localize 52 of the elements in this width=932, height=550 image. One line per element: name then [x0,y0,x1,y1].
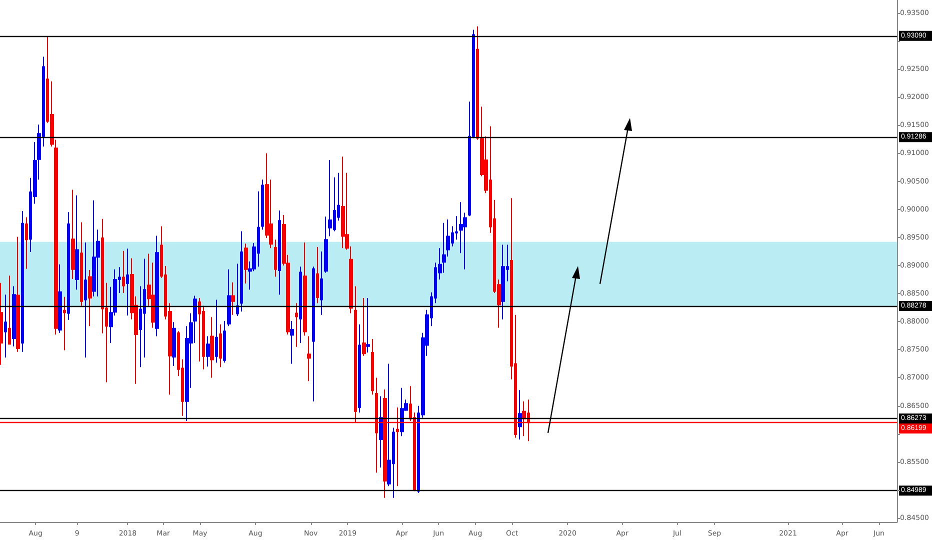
candlestick [316,246,319,304]
candlestick [358,324,361,414]
candlestick [84,242,87,358]
candlestick [320,250,323,316]
candlestick [67,212,70,320]
candlestick [290,320,294,364]
candlestick [206,336,210,368]
candlestick [299,266,302,344]
candlestick [92,200,96,297]
candlestick [172,322,176,366]
candlestick [215,299,218,364]
candlestick [21,210,24,352]
candlestick [58,264,62,334]
candlestick [88,269,92,327]
candlestick [501,244,505,320]
candlestick [324,216,328,274]
candlestick [80,222,83,306]
candlestick [240,230,243,312]
candlestick [307,336,311,382]
candlestick [155,235,159,337]
candlestick [244,243,248,284]
candlestick [341,156,345,249]
candlestick [227,268,231,327]
candlestick [16,236,20,352]
candlestick [261,179,264,230]
candlestick [219,324,222,368]
candlestick [126,248,129,316]
candlestick [278,210,281,296]
candlestick [303,242,307,336]
candlestick [400,387,404,437]
candlestick [231,282,235,316]
candlestick [379,396,383,468]
candlestick [223,320,226,364]
candlestick [274,239,277,278]
candlestick [328,159,332,237]
candlestick [518,390,522,440]
candlestick [71,189,75,280]
candlestick [75,194,79,290]
candlestick [312,266,315,402]
candlestick [295,302,298,348]
candlestick [371,338,374,396]
candlestick [8,275,11,346]
candlestick [210,316,214,378]
candlestick [4,294,7,358]
candlestick [366,298,370,353]
candlestick [362,298,366,356]
candlestick [12,286,16,347]
candlestick [236,263,239,317]
candlestick [122,250,125,294]
candlestick [0,282,3,366]
candlestick [63,296,66,351]
candlestick [25,216,28,270]
